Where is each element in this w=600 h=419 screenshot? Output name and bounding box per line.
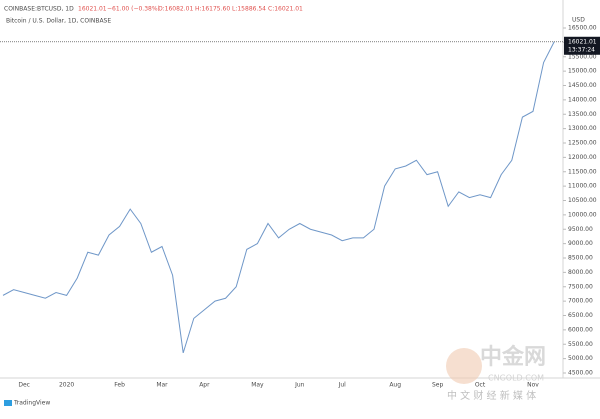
- y-tick-label: 12000.00: [568, 154, 597, 161]
- y-tick-label: 15000.00: [568, 68, 597, 75]
- y-tick-label: 8000.00: [568, 269, 593, 276]
- y-tick-label: 11500.00: [568, 168, 597, 175]
- y-tick-label: 9000.00: [568, 240, 593, 247]
- y-tick-label: 14500.00: [568, 82, 597, 89]
- y-tick-label: 13000.00: [568, 125, 597, 132]
- y-tick-label: 7000.00: [568, 298, 593, 305]
- x-tick-label: May: [251, 382, 264, 389]
- watermark-name: 中金网: [480, 344, 546, 370]
- y-tick-label: 14000.00: [568, 96, 597, 103]
- x-tick-label: Jun: [294, 382, 305, 389]
- header-low: L:15886.54: [232, 6, 266, 13]
- branding: TradingView: [13, 400, 50, 407]
- countdown: 13:37:24: [568, 46, 595, 53]
- header-change: −61.00 (−0.38%): [107, 6, 160, 13]
- watermark-logo: [446, 348, 482, 384]
- y-tick-label: 8500.00: [568, 255, 593, 262]
- header-high: H:16175.60: [195, 6, 230, 13]
- header-open: O:16082.01: [158, 6, 193, 13]
- y-tick-label: 6500.00: [568, 312, 593, 319]
- y-tick-label: 6000.00: [568, 326, 593, 333]
- header-last: 16021.01: [78, 6, 107, 13]
- chart-title: Bitcoin / U.S. Dollar, 1D, COINBASE: [6, 18, 111, 25]
- x-tick-label: Mar: [156, 382, 168, 389]
- x-tick-label: Nov: [527, 382, 539, 389]
- y-tick-label: 7500.00: [568, 283, 593, 290]
- watermark-site: CNGOLD.COM: [488, 374, 544, 383]
- y-tick-label: 16500.00: [568, 25, 597, 32]
- branding-logo: [4, 400, 12, 406]
- x-tick-label: Aug: [389, 382, 401, 389]
- y-tick-label: 4500.00: [568, 370, 593, 377]
- x-tick-label: Oct: [475, 382, 486, 389]
- x-tick-label: Dec: [18, 382, 30, 389]
- y-tick-label: 10500.00: [568, 197, 597, 204]
- y-tick-label: 10000.00: [568, 211, 597, 218]
- x-tick-label: Jul: [338, 382, 347, 389]
- y-tick-label: 5500.00: [568, 341, 593, 348]
- last-price-label: 16021.01: [568, 38, 597, 45]
- header-close: C:16021.01: [268, 6, 303, 13]
- y-tick-label: 13500.00: [568, 111, 597, 118]
- header-symbol: COINBASE:BTCUSD, 1D: [4, 6, 74, 13]
- x-tick-label: Sep: [432, 382, 444, 389]
- last-price-tag: [564, 36, 600, 55]
- y-tick-label: 9500.00: [568, 226, 593, 233]
- price-line: [2, 41, 555, 354]
- y-tick-label: 5000.00: [568, 355, 593, 362]
- y-tick-label: 11000.00: [568, 183, 597, 190]
- y-tick-label: 12500.00: [568, 140, 597, 147]
- currency: USD: [572, 17, 585, 24]
- y-tick-label: 15500.00: [568, 53, 597, 60]
- x-tick-label: 2020: [59, 382, 74, 389]
- watermark-slogan: 中 文 财 经 新 媒 体: [447, 389, 536, 402]
- x-tick-label: Feb: [114, 382, 125, 389]
- x-tick-label: Apr: [199, 382, 210, 389]
